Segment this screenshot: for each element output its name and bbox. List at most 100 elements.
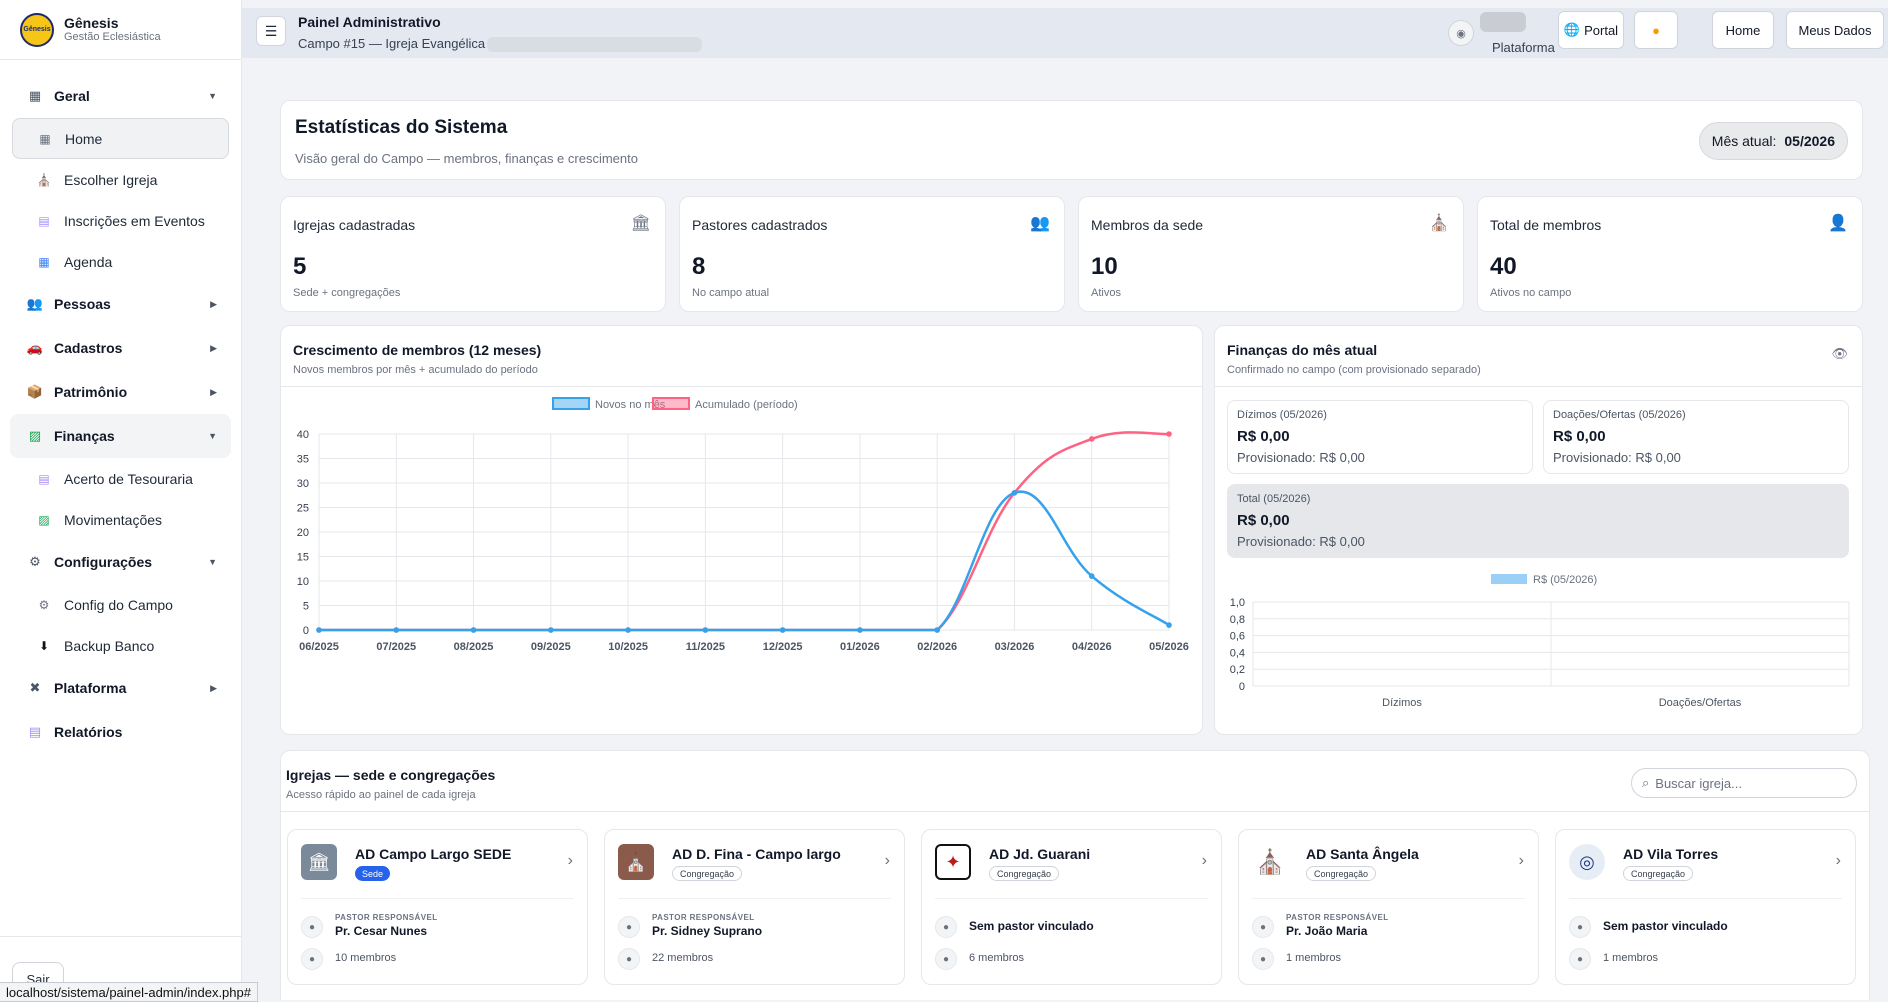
finance-label: Doações/Ofertas (05/2026) xyxy=(1553,409,1686,421)
sidebar-item-escolher-igreja[interactable]: ⛪ Escolher Igreja xyxy=(12,159,229,200)
church-photo: ⛪ xyxy=(618,844,654,880)
members-icon: ● xyxy=(1569,948,1591,970)
chevron-right-icon: › xyxy=(567,852,573,869)
sidebar-item-acerto[interactable]: ▤ Acerto de Tesouraria xyxy=(12,458,229,499)
stats-header-card: Estatísticas do Sistema Visão geral do C… xyxy=(280,100,1863,180)
sidebar-item-config-campo[interactable]: ⚙ Config do Campo xyxy=(12,584,229,625)
sidebar-item-backup[interactable]: ⬇ Backup Banco xyxy=(12,625,229,666)
people-icon: 👥 xyxy=(1030,215,1050,232)
month-value: 05/2026 xyxy=(1784,133,1835,149)
growth-title: Crescimento de membros (12 meses) xyxy=(293,342,542,358)
data-point xyxy=(548,627,554,633)
sidebar-group-patrimonio[interactable]: 📦 Patrimônio ▶ xyxy=(10,370,231,414)
pastor-caption: PASTOR RESPONSÁVEL xyxy=(652,913,755,922)
sidebar-group-label: Geral xyxy=(54,88,90,104)
church-photo: 🏛 xyxy=(301,844,337,880)
sidebar-item-inscricoes[interactable]: ▤ Inscrições em Eventos xyxy=(12,200,229,241)
person-icon: ● xyxy=(1252,916,1274,938)
stat-card-pastores[interactable]: Pastores cadastrados 👥 8 No campo atual xyxy=(679,196,1065,312)
brand-logo: Gênesis xyxy=(20,12,54,47)
chevron-right-icon: › xyxy=(1835,852,1841,869)
card-divider xyxy=(618,898,891,899)
church-logo: ⛪ xyxy=(1252,844,1288,880)
stat-label: Total de membros xyxy=(1490,217,1602,233)
current-month-badge: Mês atual: 05/2026 xyxy=(1698,122,1848,160)
camera-icon: ◉ xyxy=(1448,20,1474,46)
sidebar-item-label: Escolher Igreja xyxy=(64,171,158,188)
stat-card-total-membros[interactable]: Total de membros 👤 40 Ativos no campo xyxy=(1477,196,1863,312)
y-tick-label: 35 xyxy=(297,454,309,466)
portal-button[interactable]: 🌐 Portal xyxy=(1558,11,1624,49)
sidebar-item-home[interactable]: ▦ Home xyxy=(12,118,229,159)
eye-icon[interactable]: 👁 xyxy=(1831,346,1848,361)
x-tick-label: 02/2026 xyxy=(917,641,957,653)
y-tick-label: 40 xyxy=(297,429,309,441)
x-tick-label: 07/2025 xyxy=(376,641,416,653)
hamburger-icon: ☰ xyxy=(264,22,278,39)
sidebar-item-label: Agenda xyxy=(64,253,113,270)
brand-name: Gênesis xyxy=(64,14,119,31)
sidebar-group-plataforma[interactable]: ✖ Plataforma ▶ xyxy=(10,666,231,710)
theme-toggle-button[interactable]: ● xyxy=(1634,11,1678,49)
legend-swatch xyxy=(1491,574,1527,584)
stat-label: Membros da sede xyxy=(1091,217,1204,233)
redacted-text xyxy=(1480,12,1526,32)
sidebar-group-label: Relatórios xyxy=(54,724,123,740)
church-card[interactable]: ✦ AD Jd. Guarani Congregação › ● Sem pas… xyxy=(921,829,1222,985)
stat-value: 40 xyxy=(1490,253,1517,280)
church-card[interactable]: ⛪ AD D. Fina - Campo largo Congregação ›… xyxy=(604,829,905,985)
sidebar-item-agenda[interactable]: ▦ Agenda xyxy=(12,241,229,282)
sidebar-group-pessoas[interactable]: 👥 Pessoas ▶ xyxy=(10,282,231,326)
pastor-caption: PASTOR RESPONSÁVEL xyxy=(1286,913,1389,922)
church-search-input[interactable] xyxy=(1655,775,1836,791)
y-tick-label: 15 xyxy=(297,552,309,564)
churches-card: Igrejas — sede e congregações Acesso ráp… xyxy=(280,750,1870,1000)
sidebar-group-cadastros[interactable]: 🚗 Cadastros ▶ xyxy=(10,326,231,370)
church-card[interactable]: 🏛 AD Campo Largo SEDE Sede › ● PASTOR RE… xyxy=(287,829,588,985)
sidebar-group-configuracoes[interactable]: ⚙ Configurações ▼ xyxy=(10,540,231,584)
menu-toggle-button[interactable]: ☰ xyxy=(256,16,286,46)
section-divider xyxy=(1215,386,1862,387)
church-search[interactable]: ⌕ xyxy=(1631,768,1857,798)
members-icon: ● xyxy=(1252,948,1274,970)
person-icon: ● xyxy=(935,916,957,938)
sidebar-group-geral[interactable]: ▦ Geral ▼ xyxy=(10,74,231,118)
section-divider xyxy=(281,386,1202,387)
section-subtitle: Visão geral do Campo — membros, finanças… xyxy=(295,151,638,166)
page-title: Painel Administrativo xyxy=(298,14,441,30)
stat-card-membros-sede[interactable]: Membros da sede ⛪ 10 Ativos xyxy=(1078,196,1464,312)
x-tick-label: 01/2026 xyxy=(840,641,880,653)
church-name: AD Santa Ângela xyxy=(1306,846,1419,862)
ledger-icon: ▤ xyxy=(38,471,50,486)
sidebar-group-financas[interactable]: ▨ Finanças ▼ xyxy=(10,414,231,458)
church-logo: ✦ xyxy=(935,844,971,880)
data-point xyxy=(779,627,786,633)
sidebar-group-relatorios[interactable]: ▤ Relatórios xyxy=(10,710,231,754)
platform-user[interactable]: ◉ Plataforma xyxy=(1448,12,1555,56)
chevron-right-icon: ▶ xyxy=(210,298,217,309)
redacted-text xyxy=(487,37,703,53)
finance-label: Total (05/2026) xyxy=(1237,493,1311,505)
brand[interactable]: Gênesis Gênesis Gestão Eclesiástica xyxy=(0,0,241,60)
people-icon: 👥 xyxy=(26,296,44,311)
church-members: 22 membros xyxy=(652,952,714,964)
chevron-right-icon: ▶ xyxy=(210,386,217,397)
series-line xyxy=(318,431,1170,632)
growth-line-chart: 0 5 10 15 20 25 30 35 40 06/2025 07/2025 08/2025 09/… xyxy=(297,397,1189,653)
home-button[interactable]: Home xyxy=(1712,11,1774,49)
sidebar-group-label: Pessoas xyxy=(54,296,111,312)
sidebar-item-movimentacoes[interactable]: ▨ Movimentações xyxy=(12,499,229,540)
chevron-right-icon: ▶ xyxy=(210,342,217,353)
sidebar-group-label: Plataforma xyxy=(54,680,127,696)
month-label: Mês atual: xyxy=(1711,133,1777,149)
church-card[interactable]: ⛪ AD Santa Ângela Congregação › ● PASTOR… xyxy=(1238,829,1539,985)
x-tick-label: 10/2025 xyxy=(608,641,648,653)
church-badge: Congregação xyxy=(1306,866,1377,881)
finance-bar-chart: 0 0,2 0,4 0,6 0,8 1,0 Dízimos Doações/Ofertas R$… xyxy=(1230,574,1850,709)
church-card[interactable]: ◎ AD Vila Torres Congregação › ● Sem pas… xyxy=(1555,829,1856,985)
church-members: 6 membros xyxy=(969,952,1025,964)
meus-dados-button[interactable]: Meus Dados xyxy=(1786,11,1884,49)
stat-card-igrejas[interactable]: Igrejas cadastradas 🏛 5 Sede + congregaç… xyxy=(280,196,666,312)
campo-label: Campo #15 — Igreja Evangélica xyxy=(298,36,486,51)
y-tick-label: 0,8 xyxy=(1230,614,1245,626)
